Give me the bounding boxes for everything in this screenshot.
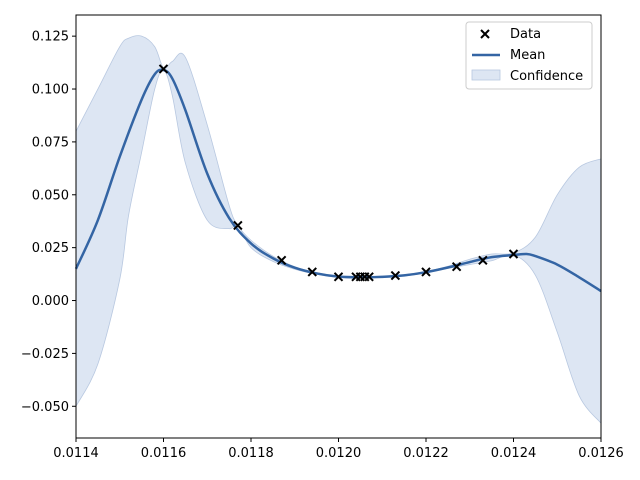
y-tick-label: 0.000 bbox=[32, 294, 69, 309]
data-point bbox=[333, 272, 344, 282]
data-point bbox=[451, 261, 462, 272]
x-tick-label: 0.0120 bbox=[316, 446, 362, 461]
data-point bbox=[508, 249, 519, 259]
x-tick-label: 0.0114 bbox=[53, 446, 99, 461]
legend: Data Mean Confidence bbox=[465, 21, 593, 90]
x-tick-label: 0.0126 bbox=[578, 446, 624, 461]
x-tick-label: 0.0124 bbox=[491, 446, 537, 461]
mean-line-layer bbox=[74, 68, 602, 293]
x-tick-label: 0.0122 bbox=[403, 446, 449, 461]
x-axis-ticks: 0.0114 0.0116 0.0118 0.0120 0.0122 0.0124 0.01… bbox=[53, 438, 624, 461]
data-point bbox=[421, 267, 431, 277]
data-points-layer bbox=[158, 64, 519, 282]
y-tick-label: 0.025 bbox=[32, 241, 69, 256]
y-tick-label: 0.075 bbox=[32, 135, 69, 150]
data-point bbox=[158, 64, 169, 74]
legend-mean-label: Mean bbox=[510, 48, 545, 63]
data-point bbox=[307, 267, 317, 277]
y-axis-ticks: 0.125 0.100 0.075 0.050 0.025 0.000 −0.025 −0.0… bbox=[21, 30, 76, 415]
legend-confidence-label: Confidence bbox=[510, 69, 583, 84]
data-point bbox=[390, 270, 401, 281]
y-tick-label: −0.025 bbox=[21, 347, 69, 362]
x-tick-label: 0.0118 bbox=[228, 446, 274, 461]
y-tick-label: −0.050 bbox=[21, 400, 69, 415]
legend-data-marker bbox=[480, 29, 490, 39]
data-point bbox=[276, 255, 287, 266]
legend-data-label: Data bbox=[510, 27, 541, 42]
legend-confidence-swatch bbox=[471, 69, 501, 81]
y-tick-label: 0.125 bbox=[32, 30, 69, 45]
x-tick-label: 0.0116 bbox=[141, 446, 187, 461]
confidence-band-layer bbox=[75, 35, 602, 425]
data-point bbox=[233, 220, 243, 231]
mean-line bbox=[74, 68, 602, 293]
y-tick-label: 0.100 bbox=[32, 83, 69, 98]
y-tick-label: 0.050 bbox=[32, 188, 69, 203]
confidence-band bbox=[75, 35, 602, 425]
data-point bbox=[364, 272, 374, 282]
data-point bbox=[478, 255, 488, 266]
